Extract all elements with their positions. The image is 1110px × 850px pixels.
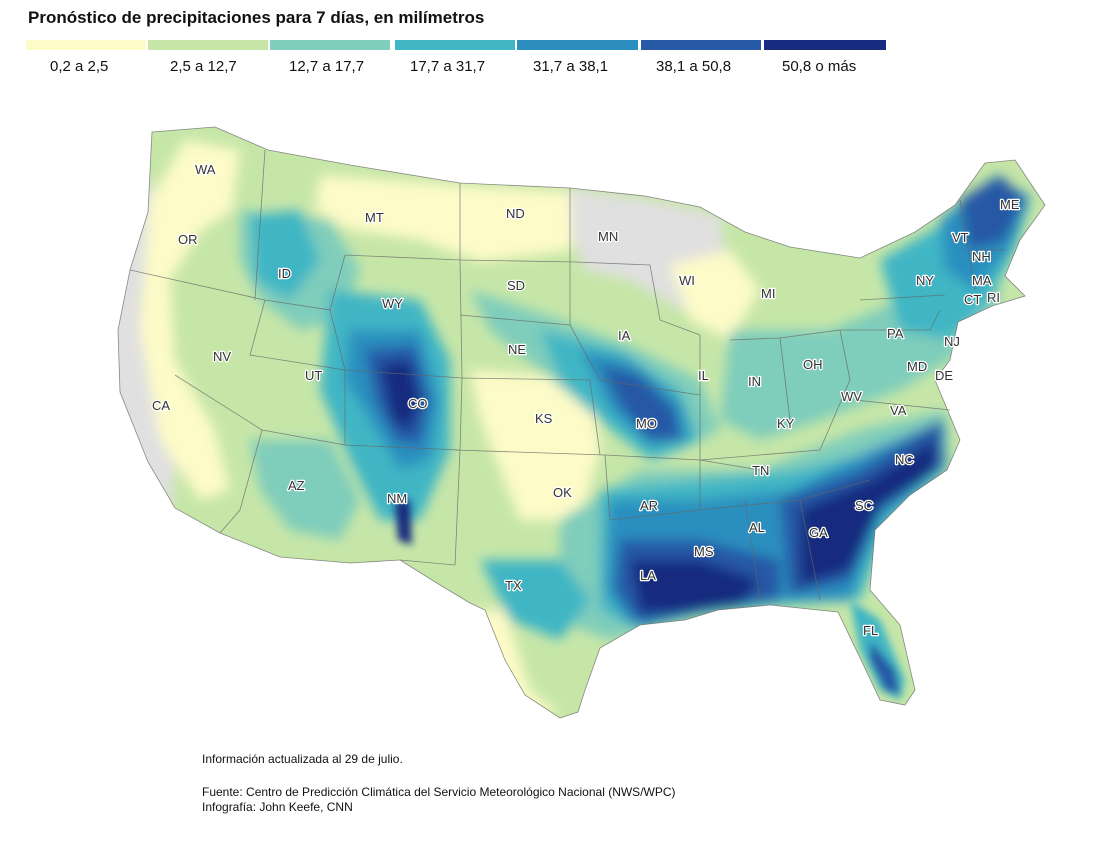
extreme-rain-maine [960,175,1025,250]
extreme-rain-missouri [600,365,680,440]
state-borders [117,126,1046,719]
state-label-in: IN [748,374,761,389]
legend-label-0: 0,2 a 2,5 [50,58,109,75]
state-label-wy: WY [382,296,403,311]
light-rain-pacific [140,140,240,500]
precipitation-field [118,127,1045,718]
state-label-ok: OK [553,485,572,500]
state-label-de: DE [935,368,953,383]
moderate-rain-southwest [250,440,360,540]
record-rain-southeast [800,440,935,585]
state-label-mn: MN [598,229,618,244]
state-label-oh: OH [803,357,823,372]
credit-note: Infografía: John Keefe, CNN [202,800,353,814]
state-label-sd: SD [507,278,525,293]
state-label-ky: KY [777,416,795,431]
extreme-rain-florida [870,640,900,695]
light-rain-northern-plains [315,175,572,262]
state-label-nv: NV [213,349,231,364]
state-label-ut: UT [305,368,322,383]
legend-swatch-5 [641,40,761,50]
state-label-nc: NC [895,452,914,467]
state-label-mi: MI [761,286,775,301]
legend-label-1: 2,5 a 12,7 [170,58,237,75]
heavy-rain-texas-coast [480,560,590,640]
legend-label-3: 17,7 a 31,7 [410,58,486,75]
legend-swatch-0 [26,40,146,50]
update-note: Información actualizada al 29 de julio. [202,752,403,766]
state-label-ma: MA [972,273,992,288]
legend-swatch-4 [517,40,638,50]
legend-label-2: 12,7 a 17,7 [289,58,365,75]
state-label-tn: TN [752,463,769,478]
state-label-nm: NM [387,491,407,506]
state-label-ga: GA [809,525,828,540]
heavy-rain-idaho [250,210,320,300]
state-label-wi: WI [679,273,695,288]
record-rain-new-mexico [395,500,412,545]
state-label-az: AZ [288,478,305,493]
state-label-mo: MO [636,416,657,431]
state-label-ms: MS [694,544,714,559]
light-rain-central-plains [470,370,600,520]
state-label-co: CO [408,396,428,411]
state-label-il: IL [698,368,709,383]
state-label-ca: CA [152,398,170,413]
legend-swatch-2 [270,40,390,50]
state-label-ne: NE [508,342,526,357]
legend-swatch-1 [148,40,268,50]
state-label-al: AL [749,520,765,535]
legend-swatch-6 [764,40,886,50]
state-label-nh: NH [972,249,991,264]
state-label-pa: PA [887,326,904,341]
state-label-md: MD [907,359,927,374]
state-label-ia: IA [618,328,631,343]
state-label-or: OR [178,232,198,247]
state-label-ct: CT [964,292,981,307]
state-label-me: ME [1000,197,1020,212]
state-label-ar: AR [640,498,658,513]
source-note: Fuente: Centro de Predicción Climática d… [202,785,676,799]
map-title: Pronóstico de precipitaciones para 7 día… [28,8,485,27]
record-rain-louisiana [630,560,760,612]
state-label-la: LA [640,568,656,583]
legend-label-4: 31,7 a 38,1 [533,58,609,75]
legend-label-5: 38,1 a 50,8 [656,58,732,75]
state-label-tx: TX [505,578,522,593]
state-label-nj: NJ [944,334,960,349]
record-rain-colorado [380,360,420,430]
precipitation-legend: 0,2 a 2,5 2,5 a 12,7 12,7 a 17,7 17,7 a … [26,40,886,80]
state-label-id: ID [278,266,291,281]
legend-swatch-3 [395,40,515,50]
state-label-nd: ND [506,206,525,221]
state-label-wa: WA [195,162,216,177]
light-rain-great-lakes [670,250,760,340]
state-labels: WA OR CA ID NV MT WY UT AZ CO NM ND SD N… [151,161,1021,640]
state-label-sc: SC [855,498,873,513]
state-label-vt: VT [952,230,969,245]
legend-label-6: 50,8 o más [782,58,857,75]
state-label-ny: NY [916,273,934,288]
state-label-ks: KS [535,411,553,426]
state-label-wv: WV [841,389,862,404]
state-label-va: VA [890,403,907,418]
state-label-fl: FL [863,623,878,638]
state-label-ri: RI [987,290,1000,305]
state-label-mt: MT [365,210,384,225]
